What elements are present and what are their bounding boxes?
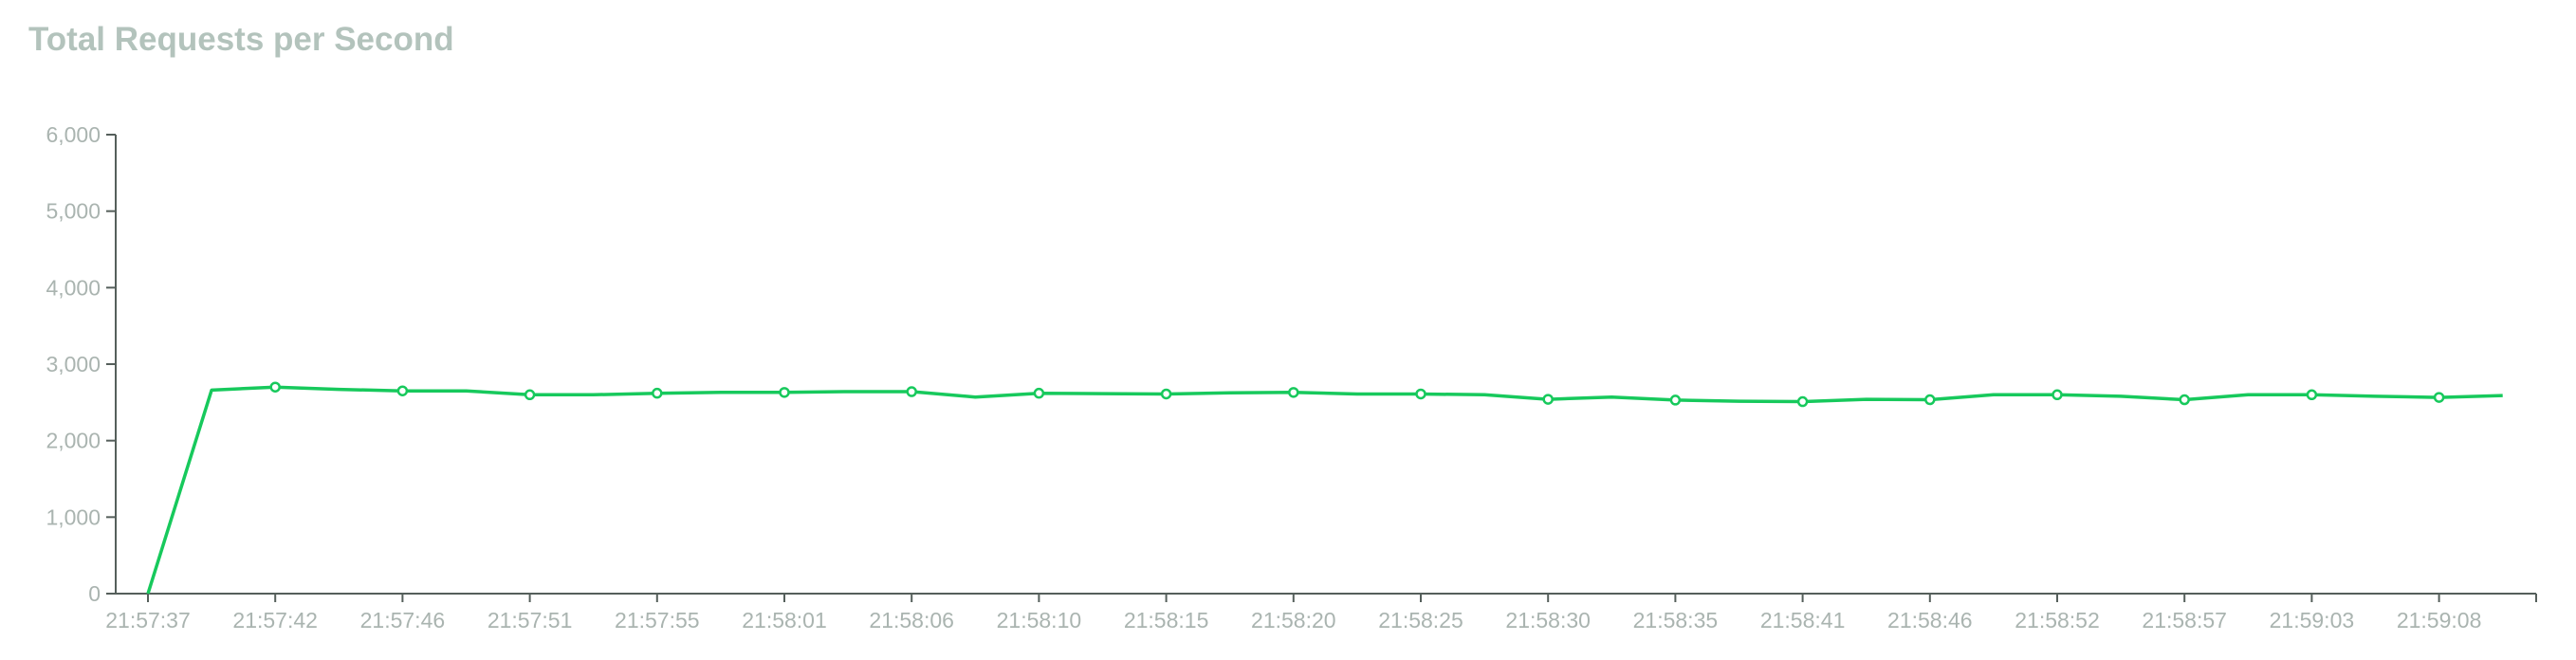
data-point (779, 387, 790, 398)
x-tick-label: 21:58:30 (1505, 608, 1591, 632)
x-tick-label: 21:58:10 (997, 608, 1082, 632)
data-point (396, 385, 409, 396)
y-tick-label: 1,000 (46, 504, 101, 529)
data-point (524, 389, 536, 401)
x-tick-label: 21:57:46 (360, 608, 446, 632)
data-point (652, 387, 663, 399)
data-point (2433, 392, 2445, 403)
x-tick-label: 21:58:41 (1760, 608, 1846, 632)
y-tick-label: 4,000 (46, 275, 101, 300)
x-tick-label: 21:58:35 (1633, 608, 1719, 632)
data-point (1669, 394, 1682, 406)
x-tick-label: 21:57:37 (105, 608, 191, 632)
x-tick-label: 21:58:20 (1251, 608, 1336, 632)
x-tick-label: 21:57:55 (615, 608, 700, 632)
x-tick-label: 21:58:25 (1378, 608, 1463, 632)
x-tick-label: 21:59:03 (2270, 608, 2355, 632)
data-point (1415, 388, 1426, 400)
x-tick-label: 21:57:42 (232, 608, 318, 632)
x-tick-label: 21:58:01 (742, 608, 827, 632)
y-tick-label: 3,000 (46, 352, 101, 376)
y-tick-label: 0 (88, 581, 101, 606)
data-point (2306, 389, 2318, 401)
data-point (1924, 394, 1936, 406)
chart-title: Total Requests per Second (28, 21, 454, 58)
series-line (146, 385, 2503, 595)
data-point (906, 386, 917, 397)
data-point (1542, 394, 1554, 405)
data-point (1033, 387, 1045, 399)
x-tick-label: 21:58:52 (2015, 608, 2100, 632)
data-point (2179, 394, 2190, 406)
data-point (2052, 389, 2063, 401)
y-tick-label: 6,000 (46, 122, 101, 147)
y-tick-label: 5,000 (46, 199, 101, 224)
data-point (269, 381, 281, 393)
x-tick-label: 21:58:46 (1887, 608, 1973, 632)
x-tick-label: 21:58:06 (869, 608, 954, 632)
x-tick-label: 21:57:51 (488, 608, 573, 632)
x-tick-label: 21:58:15 (1124, 608, 1209, 632)
x-tick-label: 21:59:08 (2397, 608, 2482, 632)
y-tick-label: 2,000 (46, 429, 101, 453)
data-point (1288, 387, 1299, 398)
data-point (1160, 388, 1172, 400)
x-tick-label: 21:58:57 (2142, 608, 2227, 632)
data-point (1796, 395, 1809, 408)
